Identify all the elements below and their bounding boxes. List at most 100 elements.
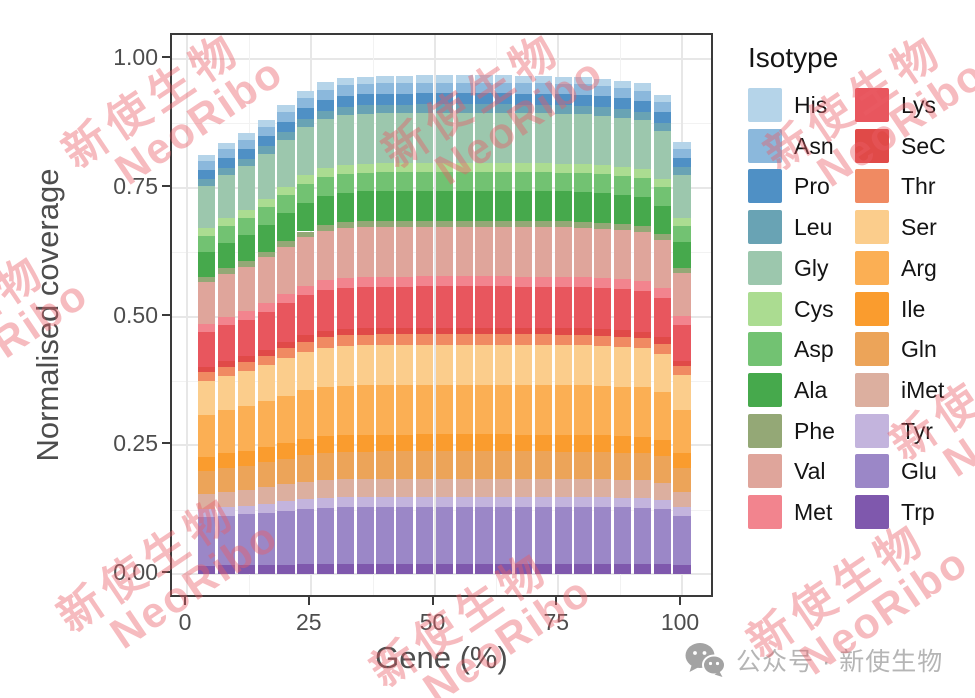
bar-segment-Cys <box>356 163 374 173</box>
bar-segment-Val <box>416 226 434 277</box>
bar-segment-Arg <box>356 384 374 435</box>
bar-segment-Met <box>614 279 632 290</box>
bar-segment-His <box>416 75 434 83</box>
bar-segment-Val <box>336 228 354 278</box>
legend-label-SeC: SeC <box>901 132 946 159</box>
bar-segment-Phe <box>356 221 374 228</box>
bar-segment-Arg <box>534 384 552 435</box>
bar-segment-iMet <box>336 479 354 498</box>
bar-segment-SeC <box>554 328 572 335</box>
bar-segment-Val <box>534 226 552 277</box>
bar-segment-Cys <box>475 162 493 172</box>
bar-segment-Cys <box>574 163 592 173</box>
bar-segment-Ser <box>495 344 513 385</box>
legend-swatch-Ala <box>748 372 782 407</box>
x-tick-label: 100 <box>660 609 700 635</box>
bar-segment-Glu <box>515 506 533 565</box>
bar-segment-Pro <box>495 93 513 105</box>
bar-segment-Ile <box>376 434 394 452</box>
bar-segment-Leu <box>475 104 493 113</box>
bar-segment-Asn <box>574 84 592 95</box>
bar-segment-Asn <box>237 139 255 150</box>
bar-segment-Ile <box>356 434 374 452</box>
bar-segment-Met <box>376 276 394 287</box>
bar-segment-Arg <box>633 387 651 437</box>
bar-segment-Phe <box>534 220 552 227</box>
bar-segment-Thr <box>297 341 315 352</box>
bar-segment-SeC <box>237 356 255 362</box>
bar-segment-Gly <box>257 153 275 200</box>
bar-segment-Phe <box>515 220 533 227</box>
legend-item-Arg: Arg <box>855 250 960 285</box>
legend-item-Ala: Ala <box>748 372 853 407</box>
bar-segment-Tyr <box>594 497 612 508</box>
bar-segment-Pro <box>534 93 552 105</box>
bar-segment-Val <box>653 240 671 289</box>
bar-segment-Ala <box>257 224 275 252</box>
footer: 公众号 · 新使生物 <box>684 642 943 678</box>
bar-segment-Gln <box>336 451 354 480</box>
bar-segment-Val <box>435 226 453 277</box>
bar-segment-Phe <box>495 220 513 227</box>
bar-segment-Val <box>594 228 612 279</box>
bar-segment-Asp <box>376 172 394 192</box>
bar-segment-Ala <box>297 202 315 232</box>
bar-segment-Met <box>198 323 216 333</box>
bar-segment-Lys <box>653 297 671 338</box>
bar-segment-Leu <box>534 104 552 114</box>
bar-segment-Trp <box>277 564 295 574</box>
bar-segment-Pro <box>594 96 612 108</box>
bar-segment-Asn <box>277 111 295 122</box>
bar-segment-Lys <box>257 311 275 350</box>
legend-label-Glu: Glu <box>901 458 937 485</box>
legend-swatch-Tyr <box>855 413 889 448</box>
bar-segment-Thr <box>257 355 275 366</box>
bar-segment-SeC <box>218 361 236 367</box>
bar-segment-Asn <box>475 82 493 94</box>
bar-segment-Leu <box>218 167 236 176</box>
bar-segment-Ala <box>237 234 255 262</box>
bar-segment-iMet <box>455 478 473 497</box>
bar-segment-His <box>554 76 572 84</box>
bar-segment-Ser <box>534 344 552 385</box>
bar-segment-Ser <box>435 344 453 385</box>
bar-segment-Lys <box>198 332 216 367</box>
bar-segment-SeC <box>673 360 691 367</box>
legend-label-Gly: Gly <box>794 254 829 281</box>
bar-segment-Trp <box>653 564 671 574</box>
bar-segment-SeC <box>435 327 453 335</box>
gridline-major-horizontal <box>172 573 711 575</box>
bar-segment-Gln <box>515 451 533 479</box>
bar-segment-Tyr <box>277 501 295 511</box>
bar-segment-Thr <box>198 372 216 382</box>
bar-segment-Val <box>376 226 394 277</box>
bar-segment-Ile <box>416 434 434 452</box>
bar-segment-Leu <box>257 146 275 154</box>
bar-segment-Asn <box>633 90 651 101</box>
bar-segment-Gly <box>594 115 612 166</box>
bar-segment-Thr <box>554 334 572 346</box>
bar-segment-Trp <box>198 565 216 574</box>
bar-segment-Gly <box>396 113 414 164</box>
bar-segment-Phe <box>455 220 473 227</box>
bar-segment-Tyr <box>416 496 434 507</box>
bar-segment-Arg <box>594 385 612 436</box>
bar-segment-Leu <box>396 104 414 114</box>
bar-segment-Ser <box>277 358 295 396</box>
bar-segment-Tyr <box>475 496 493 507</box>
legend-item-Glu: Glu <box>855 454 960 489</box>
bar-segment-Ile <box>218 453 236 468</box>
bar-segment-SeC <box>455 327 473 335</box>
bar-segment-Trp <box>435 564 453 574</box>
bar-segment-Ser <box>574 345 592 386</box>
bar-segment-Gln <box>396 451 414 479</box>
legend-item-Asp: Asp <box>748 332 853 367</box>
bar-segment-Gln <box>198 470 216 494</box>
bar-segment-Pro <box>336 95 354 107</box>
bar-segment-Ser <box>475 344 493 385</box>
bar-segment-Cys <box>277 186 295 196</box>
bar-segment-Tyr <box>515 496 533 507</box>
bar-segment-Leu <box>416 104 434 113</box>
bar-segment-SeC <box>594 329 612 336</box>
